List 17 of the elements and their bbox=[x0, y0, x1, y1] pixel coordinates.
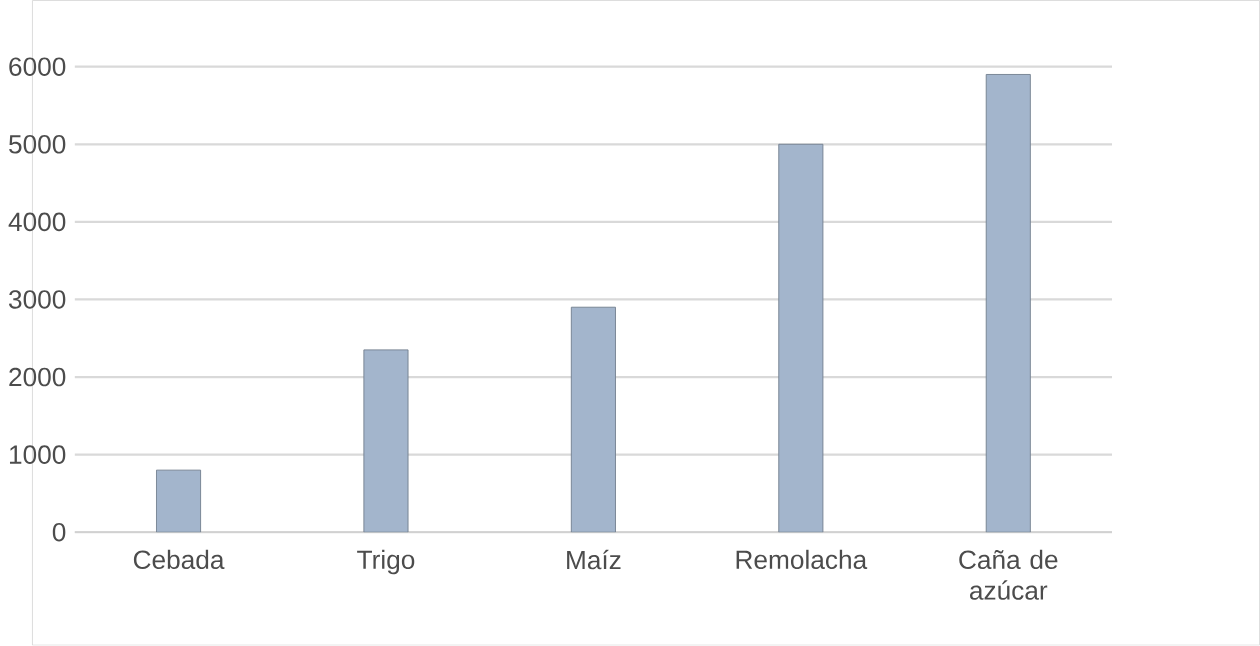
bar bbox=[778, 144, 824, 533]
x-tick-label: Cebada bbox=[133, 549, 225, 570]
x-tick-label: Maíz bbox=[567, 549, 621, 570]
y-tick-label: 5000 bbox=[9, 135, 66, 154]
x-tick-label: Caña de azúcar bbox=[959, 549, 1058, 601]
y-tick-label: 6000 bbox=[9, 57, 66, 77]
y-tick-label: 2000 bbox=[9, 367, 66, 387]
x-tick-label: Trigo bbox=[357, 549, 415, 575]
y-tick-label: 1000 bbox=[9, 445, 66, 465]
y-tick-label: 3000 bbox=[8, 290, 66, 309]
x-tick-label: Remolacha bbox=[736, 549, 868, 570]
bar bbox=[155, 469, 202, 533]
y-tick-label: 4000 bbox=[8, 212, 66, 232]
y-tick-label: 0 bbox=[52, 523, 66, 542]
bar bbox=[985, 74, 1031, 533]
bar bbox=[570, 306, 616, 533]
bar bbox=[363, 349, 409, 533]
